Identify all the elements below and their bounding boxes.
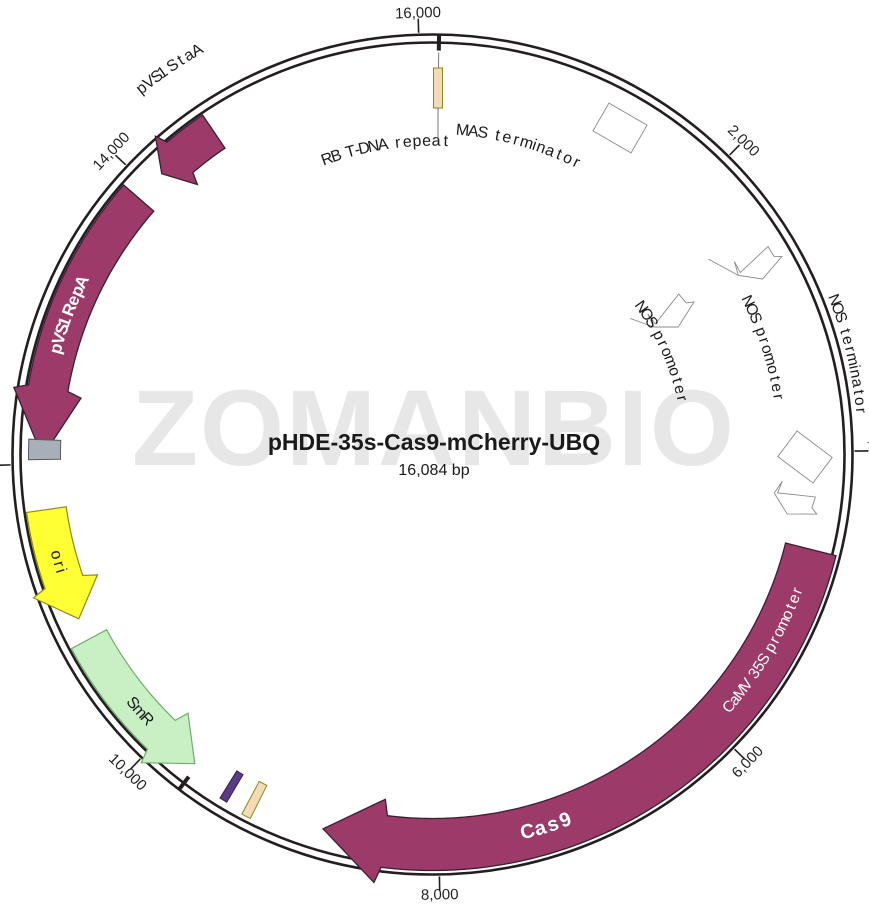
svg-text:4,000: 4,000 bbox=[865, 432, 869, 470]
svg-text:16,084 bp: 16,084 bp bbox=[398, 462, 469, 479]
svg-text:e: e bbox=[422, 133, 431, 150]
svg-text:e: e bbox=[402, 133, 412, 151]
svg-text:pHDE-35s-Cas9-mCherry-UBQ: pHDE-35s-Cas9-mCherry-UBQ bbox=[268, 429, 600, 455]
svg-text:16,000: 16,000 bbox=[395, 4, 441, 22]
svg-text:a: a bbox=[432, 133, 441, 150]
svg-text:p: p bbox=[412, 133, 422, 150]
svg-text:8,000: 8,000 bbox=[421, 886, 459, 904]
svg-text:12,000: 12,000 bbox=[0, 442, 1, 488]
